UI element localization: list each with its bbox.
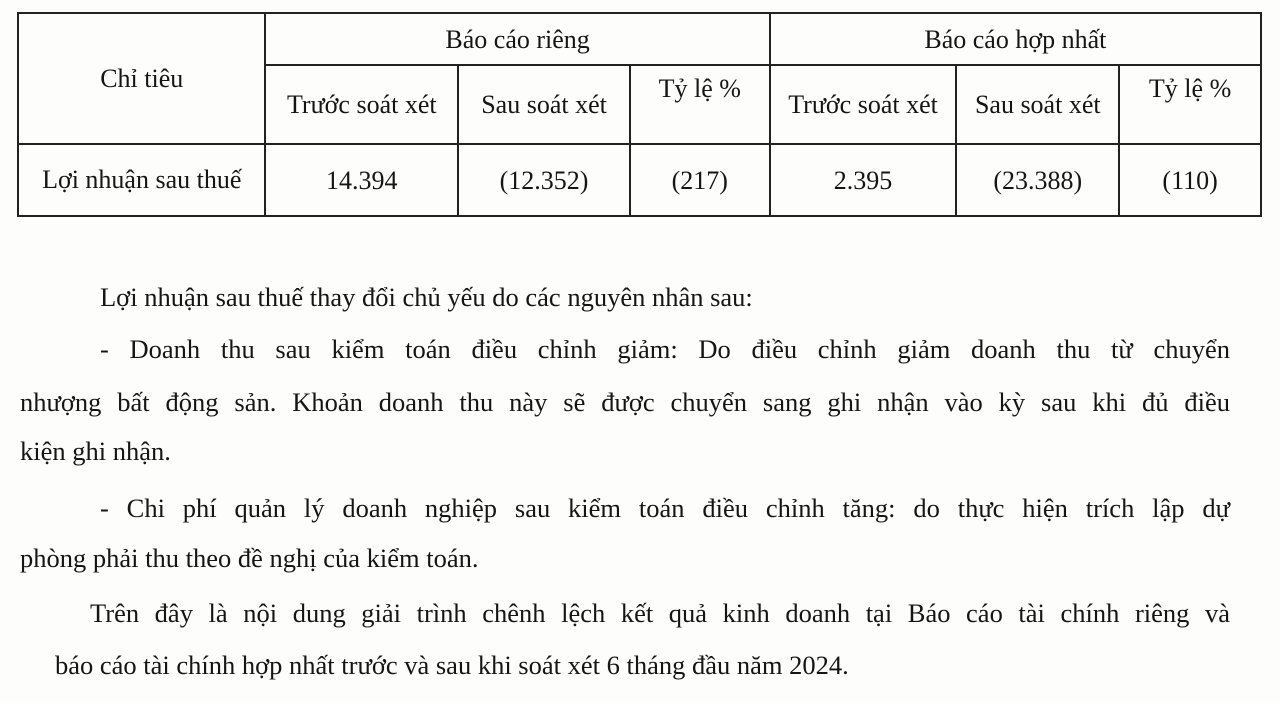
subheader-cell: Trước soát xét: [768, 64, 958, 145]
paragraph-line: báo cáo tài chính hợp nhất trước và sau …: [55, 650, 849, 680]
value-cell: 2.395: [768, 143, 958, 217]
value-cell: (12.352): [457, 143, 631, 217]
subheader-cell: Trước soát xét: [264, 64, 460, 145]
paragraph-line: Lợi nhuận sau thuế thay đổi chủ yếu do c…: [100, 282, 753, 312]
paragraph-line: phòng phải thu theo đề nghị của kiểm toá…: [20, 543, 479, 573]
row-header-cell: Chỉ tiêu: [16, 12, 267, 145]
paragraph-line: - Doanh thu sau kiểm toán điều chỉnh giả…: [100, 334, 1230, 364]
paragraph-line: Trên đây là nội dung giải trình chênh lệ…: [90, 598, 1230, 628]
table-row: Lợi nhuận sau thuế 14.394 (12.352) (217)…: [16, 143, 1262, 217]
value-cell: 14.394: [264, 143, 460, 217]
paragraph-line: nhượng bất động sản. Khoản doanh thu này…: [20, 387, 1230, 417]
subheader-cell: Sau soát xét: [457, 64, 631, 145]
subheader-cell: Tỷ lệ %: [628, 64, 771, 145]
paragraph-line: - Chi phí quản lý doanh nghiệp sau kiểm …: [100, 493, 1230, 523]
row-label: Lợi nhuận sau thuế: [16, 143, 267, 217]
value-cell: (217): [628, 143, 771, 217]
profit-comparison-table: Chỉ tiêu Báo cáo riêng Báo cáo hợp nhất …: [16, 12, 1263, 217]
value-cell: (110): [1118, 143, 1262, 217]
group-header-consolidated: Báo cáo hợp nhất: [768, 12, 1263, 66]
value-cell: (23.388): [955, 143, 1121, 217]
paragraph-line: kiện ghi nhận.: [20, 436, 171, 466]
group-header-separate: Báo cáo riêng: [264, 12, 771, 66]
subheader-cell: Sau soát xét: [955, 64, 1121, 145]
subheader-cell: Tỷ lệ %: [1118, 64, 1262, 145]
